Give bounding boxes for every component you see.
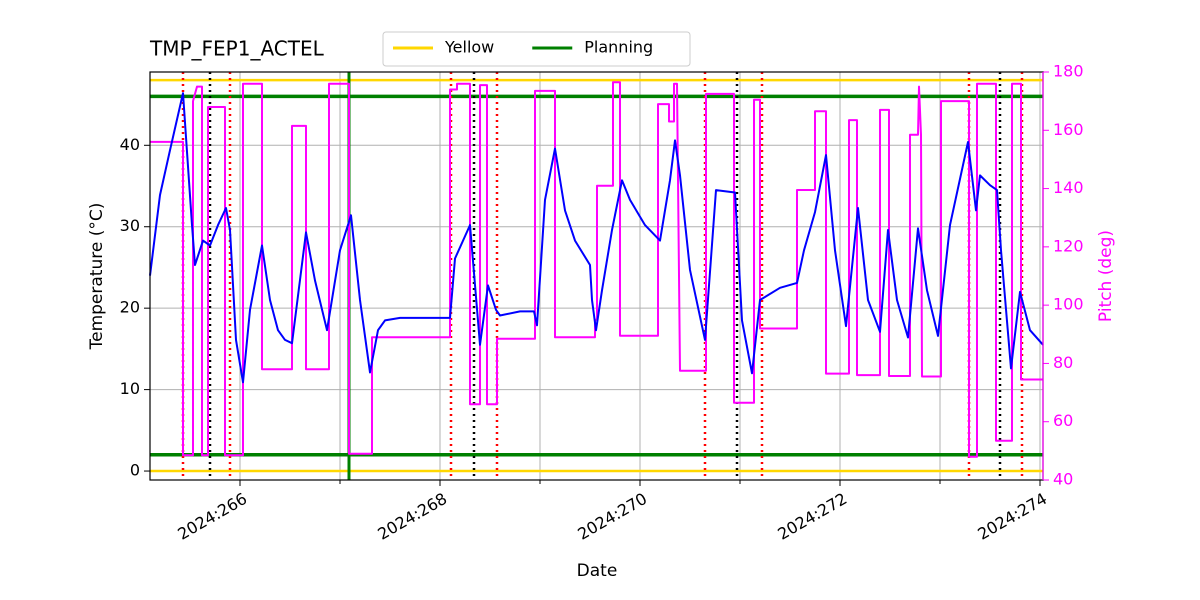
y-tick-label: 0 <box>130 461 140 480</box>
y2-tick-label: 180 <box>1053 62 1084 81</box>
y2-tick-label: 120 <box>1053 236 1084 255</box>
y2-tick-label: 80 <box>1053 353 1073 372</box>
y-tick-label: 30 <box>120 216 140 235</box>
y-axis-label: Temperature (°C) <box>87 203 107 351</box>
y-tick-label: 20 <box>120 298 140 317</box>
y2-axis-label: Pitch (deg) <box>1096 230 1116 322</box>
y2-tick-label: 100 <box>1053 295 1084 314</box>
y2-tick-label: 160 <box>1053 120 1084 139</box>
legend-label: Planning <box>584 38 653 57</box>
y-tick-label: 40 <box>120 135 140 154</box>
y2-tick-label: 40 <box>1053 470 1073 489</box>
legend-label: Yellow <box>444 38 494 57</box>
x-axis-label: Date <box>577 561 618 581</box>
chart-title: TMP_FEP1_ACTEL <box>149 37 325 61</box>
y2-tick-label: 140 <box>1053 178 1084 197</box>
line-pitch <box>150 81 1043 458</box>
line-temperature <box>149 92 1044 384</box>
y2-tick-label: 60 <box>1053 411 1073 430</box>
y-tick-label: 10 <box>120 379 140 398</box>
